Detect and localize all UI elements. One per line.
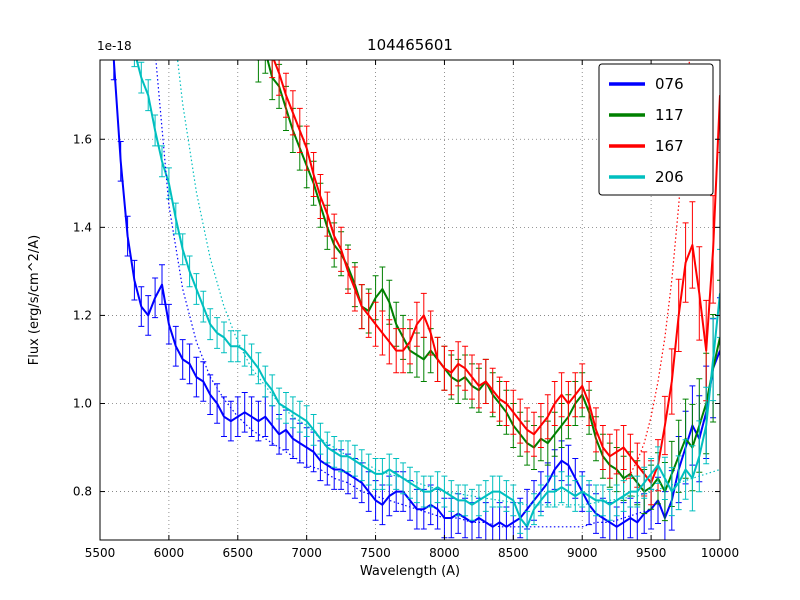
line-series-167 bbox=[272, 60, 720, 484]
y-tick-label: 1.0 bbox=[73, 396, 92, 410]
legend-box bbox=[598, 63, 714, 196]
chart-title: 104465601 bbox=[367, 36, 453, 54]
plot-area: 5500 6000 6500 7000 7500 8000 8500 9000 9500 1000… bbox=[73, 59, 739, 560]
x-tick-label: 10000 bbox=[701, 546, 739, 560]
legend-label-206: 206 bbox=[655, 168, 684, 186]
plot-frame bbox=[99, 59, 721, 541]
y-tick-label: 1.6 bbox=[73, 132, 92, 146]
x-tick-label: 6000 bbox=[154, 546, 185, 560]
line-series-206 bbox=[135, 60, 720, 528]
x-tick-label: 7000 bbox=[291, 546, 322, 560]
line-model-206 bbox=[176, 60, 720, 506]
x-tick-label: 8500 bbox=[498, 546, 529, 560]
x-tick-label: 9500 bbox=[636, 546, 667, 560]
x-tick-label: 9000 bbox=[567, 546, 598, 560]
legend: 076 117 167 206 bbox=[598, 63, 714, 196]
legend-label-076: 076 bbox=[655, 75, 684, 93]
y-offset-label: 1e-18 bbox=[97, 39, 132, 53]
line-series-076 bbox=[112, 60, 720, 528]
legend-label-167: 167 bbox=[655, 137, 684, 155]
legend-label-117: 117 bbox=[655, 106, 684, 124]
y-tick-label: 1.2 bbox=[73, 308, 92, 322]
line-model-076 bbox=[155, 60, 652, 528]
x-tick-label: 5500 bbox=[85, 546, 116, 560]
x-axis-label: Wavelength (A) bbox=[360, 564, 460, 579]
y-tick-label: 0.8 bbox=[73, 485, 92, 499]
x-tick-label: 7500 bbox=[360, 546, 391, 560]
y-axis-label: Flux (erg/s/cm^2/A) bbox=[27, 235, 42, 365]
x-tick-label: 6500 bbox=[223, 546, 254, 560]
y-tick-label: 1.4 bbox=[73, 220, 92, 234]
x-tick-label: 8000 bbox=[429, 546, 460, 560]
series-group bbox=[110, 60, 720, 540]
line-model-167 bbox=[623, 60, 691, 484]
